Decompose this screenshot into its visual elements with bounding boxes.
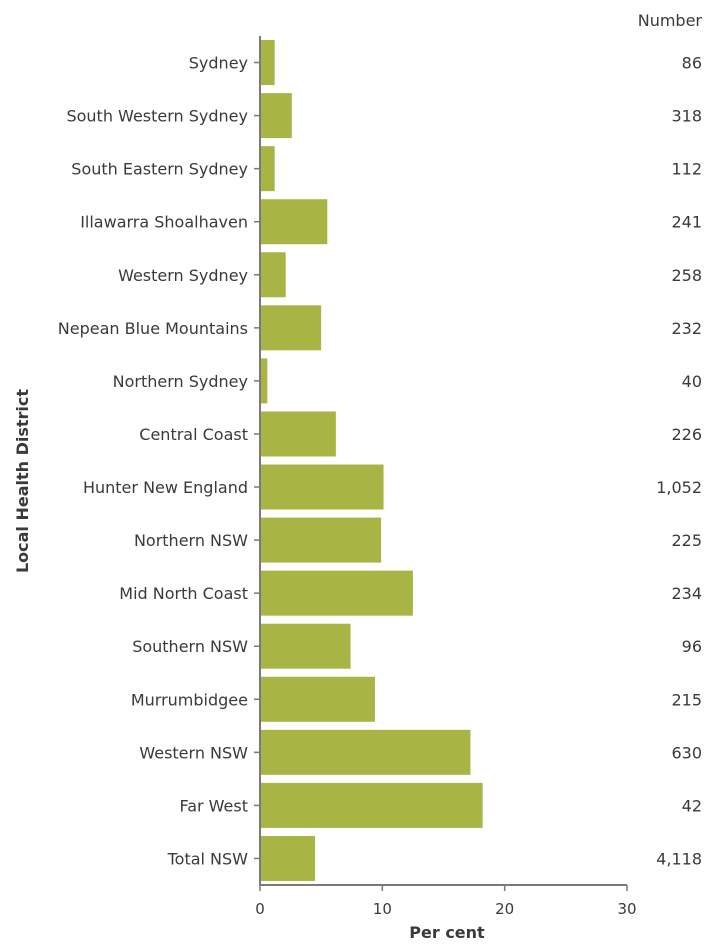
number-label-south-western-sydney: 318 bbox=[671, 107, 702, 126]
bar-far-west bbox=[261, 782, 483, 828]
number-label-western-sydney: 258 bbox=[671, 266, 702, 285]
number-label-illawarra-shoalhaven: 241 bbox=[671, 213, 702, 232]
number-label-northern-sydney: 40 bbox=[682, 372, 702, 391]
bar-northern-sydney bbox=[261, 358, 268, 404]
number-label-central-coast: 226 bbox=[671, 425, 702, 444]
number-label-south-eastern-sydney: 112 bbox=[671, 160, 702, 179]
category-label-murrumbidgee: Murrumbidgee bbox=[131, 690, 248, 709]
number-label-mid-north-coast: 234 bbox=[671, 584, 702, 603]
bar-sydney bbox=[261, 40, 275, 86]
x-axis-title: Per cent bbox=[409, 923, 485, 942]
bar-south-western-sydney bbox=[261, 93, 292, 139]
bar-hunter-new-england bbox=[261, 464, 384, 510]
category-labels-group: Sydney South Western Sydney South Eastern … bbox=[58, 54, 248, 869]
bar-western-nsw bbox=[261, 729, 471, 775]
number-label-sydney: 86 bbox=[682, 54, 702, 73]
bars-group bbox=[261, 40, 483, 881]
category-label-central-coast: Central Coast bbox=[139, 425, 248, 444]
x-tick-label-20: 20 bbox=[495, 900, 514, 918]
category-label-south-eastern-sydney: South Eastern Sydney bbox=[71, 160, 248, 179]
category-label-sydney: Sydney bbox=[189, 54, 248, 73]
number-label-nepean-blue-mountains: 232 bbox=[671, 319, 702, 338]
y-axis-title: Local Health District bbox=[13, 389, 32, 573]
category-label-illawarra-shoalhaven: Illawarra Shoalhaven bbox=[80, 213, 248, 232]
category-label-total-nsw: Total NSW bbox=[167, 849, 249, 868]
number-label-northern-nsw: 225 bbox=[671, 531, 702, 550]
number-label-murrumbidgee: 215 bbox=[671, 690, 702, 709]
bar-central-coast bbox=[261, 411, 336, 457]
category-label-western-sydney: Western Sydney bbox=[118, 266, 248, 285]
number-label-southern-nsw: 96 bbox=[682, 637, 702, 656]
bar-south-eastern-sydney bbox=[261, 146, 275, 192]
bar-illawarra-shoalhaven bbox=[261, 199, 328, 245]
category-label-mid-north-coast: Mid North Coast bbox=[119, 584, 248, 603]
category-label-northern-nsw: Northern NSW bbox=[134, 531, 248, 550]
bar-southern-nsw bbox=[261, 623, 351, 669]
bar-northern-nsw bbox=[261, 517, 382, 563]
category-label-nepean-blue-mountains: Nepean Blue Mountains bbox=[58, 319, 248, 338]
category-label-western-nsw: Western NSW bbox=[139, 743, 248, 762]
x-tick-label-10: 10 bbox=[373, 900, 392, 918]
bar-total-nsw bbox=[261, 835, 316, 881]
x-tick-label-30: 30 bbox=[617, 900, 636, 918]
category-label-far-west: Far West bbox=[179, 796, 248, 815]
category-label-southern-nsw: Southern NSW bbox=[132, 637, 248, 656]
number-label-western-nsw: 630 bbox=[671, 743, 702, 762]
x-ticks-group: 0 10 20 30 bbox=[255, 885, 637, 918]
bar-nepean-blue-mountains bbox=[261, 305, 322, 351]
bar-western-sydney bbox=[261, 252, 286, 298]
number-label-total-nsw: 4,118 bbox=[656, 849, 702, 868]
bar-murrumbidgee bbox=[261, 676, 375, 722]
number-label-hunter-new-england: 1,052 bbox=[656, 478, 702, 497]
category-label-hunter-new-england: Hunter New England bbox=[83, 478, 248, 497]
x-tick-label-0: 0 bbox=[255, 900, 265, 918]
bar-mid-north-coast bbox=[261, 570, 413, 616]
number-labels-group: 86 318 112 241 258 232 40 226 1,052 225 234 96 215 63… bbox=[656, 54, 702, 869]
axes-group bbox=[254, 36, 627, 886]
category-label-northern-sydney: Northern Sydney bbox=[113, 372, 248, 391]
category-label-south-western-sydney: South Western Sydney bbox=[66, 107, 248, 126]
number-label-far-west: 42 bbox=[682, 796, 702, 815]
number-column-header: Number bbox=[638, 11, 703, 30]
